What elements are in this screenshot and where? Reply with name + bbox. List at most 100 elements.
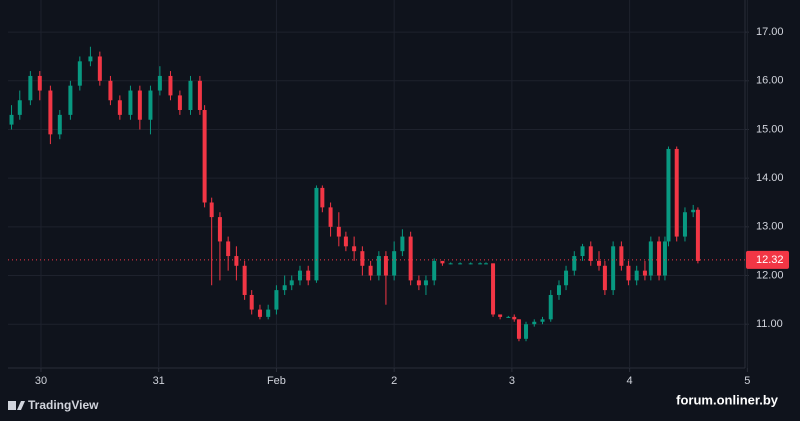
candle-body — [226, 241, 231, 257]
candle-body — [117, 100, 122, 115]
y-tick-label: 15.00 — [756, 123, 784, 135]
candle-body — [360, 251, 365, 266]
candle-body — [188, 80, 193, 111]
candle-body — [209, 202, 214, 218]
last-price-label: 12.32 — [756, 254, 784, 266]
candle-body — [691, 209, 696, 213]
candle-body — [588, 246, 593, 261]
candle-body — [242, 265, 247, 295]
candle-body — [611, 246, 616, 291]
candle-body — [400, 236, 405, 252]
candle-body — [257, 309, 262, 317]
y-tick-label: 16.00 — [756, 75, 784, 87]
candle-body — [336, 226, 341, 237]
candle-body — [234, 256, 239, 266]
candle-body — [619, 246, 624, 266]
candle-body — [343, 236, 348, 247]
candle-body — [148, 90, 153, 120]
candle-body — [28, 75, 33, 101]
candle-body — [468, 263, 473, 265]
candle-body — [217, 217, 222, 242]
candle-body — [556, 285, 561, 295]
candle-body — [440, 260, 445, 264]
candle-body — [597, 260, 602, 266]
candle-body — [491, 263, 496, 315]
candle-body — [408, 236, 413, 281]
candle-body — [9, 114, 14, 125]
candle-body — [383, 256, 388, 276]
candle-body — [695, 209, 700, 261]
candle-body — [512, 316, 517, 320]
x-tick-label: 4 — [627, 375, 633, 387]
candle-body — [540, 319, 545, 322]
candle-body — [177, 95, 182, 111]
candle-body — [368, 265, 373, 276]
candle-body — [498, 314, 503, 317]
x-tick-label: 3 — [509, 375, 515, 387]
candle-body — [108, 80, 113, 101]
candle-body — [602, 265, 607, 291]
candle-body — [197, 80, 202, 111]
x-tick-label: 30 — [35, 375, 47, 387]
logo — [8, 401, 25, 410]
candle-body — [448, 263, 453, 265]
candle-body — [266, 309, 271, 317]
candle-body — [88, 56, 93, 62]
candle-body — [580, 246, 585, 257]
x-tick-label: 31 — [153, 375, 165, 387]
candle-body — [478, 263, 483, 265]
candle-body — [202, 110, 207, 203]
candle-body — [48, 90, 53, 135]
candle-body — [376, 256, 381, 276]
y-tick-label: 12.00 — [756, 269, 784, 281]
y-tick-label: 11.00 — [756, 318, 783, 330]
candle-body — [642, 270, 647, 276]
candle-body — [68, 85, 73, 115]
y-tick-label: 13.00 — [756, 221, 784, 233]
x-tick-label: Feb — [267, 375, 286, 387]
candle-body — [352, 246, 357, 252]
candle-body — [249, 294, 254, 310]
candle-body — [274, 290, 279, 310]
candle-body — [572, 256, 577, 271]
candle-body — [548, 294, 553, 320]
candle-body — [483, 263, 488, 265]
candle-body — [282, 285, 287, 291]
watermark: forum.onliner.by — [676, 392, 779, 407]
candle-body — [77, 61, 82, 86]
x-tick-label: 5 — [744, 375, 750, 387]
candle-body — [432, 260, 437, 281]
candle-body — [97, 56, 102, 81]
y-tick-label: 14.00 — [756, 172, 784, 184]
last-price-box — [746, 250, 789, 269]
candle-body — [532, 321, 537, 325]
candle-body — [634, 270, 639, 281]
x-tick-label: 2 — [391, 375, 397, 387]
candle-body — [458, 263, 463, 265]
candle-body — [516, 319, 521, 339]
candle-body — [416, 280, 421, 286]
candle-body — [328, 207, 333, 227]
logo-mark — [8, 401, 16, 410]
candle-body — [168, 75, 173, 96]
candle-body — [17, 100, 22, 115]
candle-body — [289, 280, 294, 286]
candle-body — [682, 212, 687, 237]
candle-body — [392, 251, 397, 276]
candle-body — [314, 187, 319, 281]
candle-body — [128, 90, 133, 115]
candle-body — [648, 241, 653, 276]
candle-body — [306, 270, 311, 281]
candle-body — [674, 148, 679, 237]
candle-body — [297, 270, 302, 281]
candle-body — [157, 75, 162, 91]
candle-body — [506, 316, 511, 318]
y-tick-label: 17.00 — [756, 26, 784, 38]
candle-body — [524, 324, 529, 339]
logo-mark — [17, 401, 25, 410]
candle-body — [662, 241, 667, 276]
candle-body — [57, 114, 62, 135]
